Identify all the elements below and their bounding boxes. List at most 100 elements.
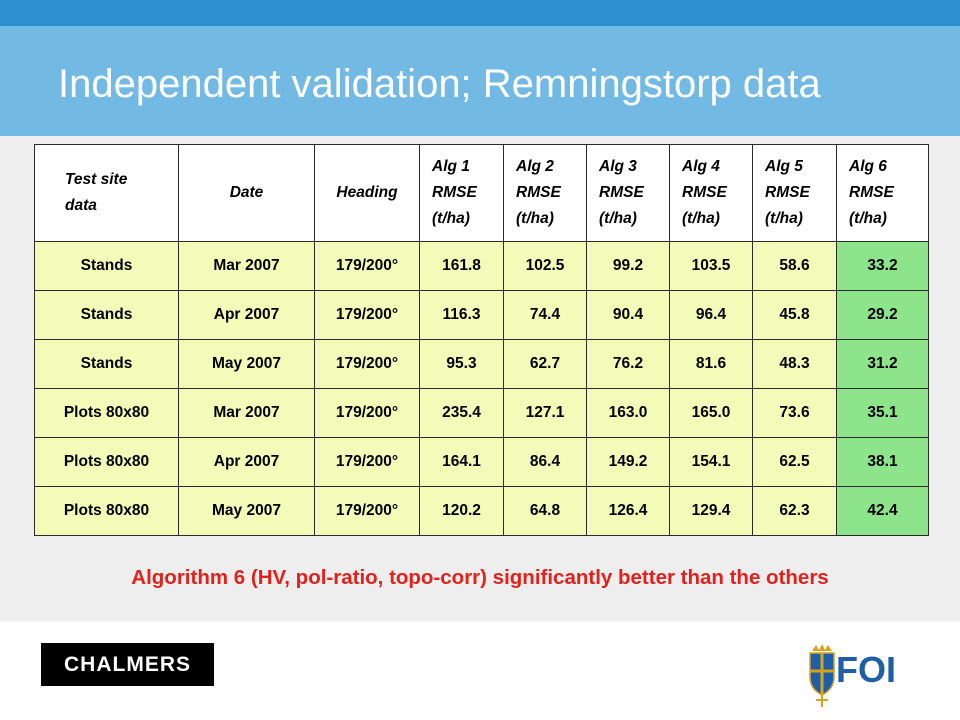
top-accent-bar	[0, 0, 960, 26]
table-cell: 74.4	[503, 290, 587, 340]
chalmers-logo: CHALMERS	[41, 643, 214, 686]
header-line: (t/ha)	[432, 210, 470, 227]
table-cell: 62.3	[752, 486, 837, 536]
best-value-cell: 29.2	[836, 290, 929, 340]
header-cell: Alg 2 RMSE (t/ha)	[503, 144, 587, 242]
header-line: RMSE	[682, 184, 727, 201]
table-row: Stands May 2007 179/200° 95.3 62.7 76.2 81.6 48…	[34, 339, 929, 389]
header-line: Alg 3	[599, 158, 637, 175]
table-cell: Stands	[34, 241, 179, 291]
best-value-cell: 35.1	[836, 388, 929, 438]
header-line: Alg 6	[849, 158, 887, 175]
table-cell: Plots 80x80	[34, 388, 179, 438]
conclusion-text: Algorithm 6 (HV, pol-ratio, topo-corr) s…	[131, 566, 829, 589]
table-body: Stands Mar 2007 179/200° 161.8 102.5 99.2 103.…	[34, 241, 929, 536]
table-row: Plots 80x80 Mar 2007 179/200° 235.4 127.1 163…	[34, 388, 929, 438]
table-cell: May 2007	[178, 339, 315, 389]
table-cell: 149.2	[586, 437, 670, 487]
foi-logo-text: FOI	[836, 649, 896, 690]
header-row: Test site data Date Heading Alg 1 RMSE (t/ha) A…	[34, 144, 929, 242]
table-cell: 116.3	[419, 290, 504, 340]
table-cell: 95.3	[419, 339, 504, 389]
table-row: Plots 80x80 Apr 2007 179/200° 164.1 86.4 149.…	[34, 437, 929, 487]
table-cell: 129.4	[669, 486, 753, 536]
table-header: Test site data Date Heading Alg 1 RMSE (t/ha) A…	[34, 144, 929, 242]
table-cell: Plots 80x80	[34, 437, 179, 487]
table-cell: 154.1	[669, 437, 753, 487]
table-cell: 120.2	[419, 486, 504, 536]
title-band	[0, 26, 960, 136]
slide-title: Independent validation; Remningstorp dat…	[58, 62, 821, 106]
header-line: Alg 4	[682, 158, 720, 175]
header-line: (t/ha)	[516, 210, 554, 227]
foi-crest-icon	[809, 644, 835, 707]
best-value-cell: 42.4	[836, 486, 929, 536]
table-cell: 179/200°	[314, 339, 420, 389]
table-cell: 179/200°	[314, 241, 420, 291]
header-cell: Alg 4 RMSE (t/ha)	[669, 144, 753, 242]
header-cell: Alg 1 RMSE (t/ha)	[419, 144, 504, 242]
header-line: RMSE	[765, 184, 810, 201]
table-cell: 86.4	[503, 437, 587, 487]
header-line: Test site	[65, 171, 128, 188]
table-row: Plots 80x80 May 2007 179/200° 120.2 64.8 126.…	[34, 486, 929, 536]
best-value-cell: 31.2	[836, 339, 929, 389]
table-cell: 58.6	[752, 241, 837, 291]
header-line: Date	[229, 184, 264, 201]
table-cell: 164.1	[419, 437, 504, 487]
header-cell: Alg 5 RMSE (t/ha)	[752, 144, 837, 242]
header-line: (t/ha)	[599, 210, 637, 227]
rmse-table: Test site data Date Heading Alg 1 RMSE (t/ha) A…	[34, 144, 929, 536]
header-line: Alg 5	[765, 158, 803, 175]
table-cell: 165.0	[669, 388, 753, 438]
table-row: Stands Mar 2007 179/200° 161.8 102.5 99.2 103.…	[34, 241, 929, 291]
header-cell: Heading	[314, 144, 420, 242]
header-cell: Alg 3 RMSE (t/ha)	[586, 144, 670, 242]
table-cell: 102.5	[503, 241, 587, 291]
table-cell: 81.6	[669, 339, 753, 389]
header-cell: Alg 6 RMSE (t/ha)	[836, 144, 929, 242]
table-cell: Mar 2007	[178, 388, 315, 438]
header-line: RMSE	[516, 184, 561, 201]
header-cell: Date	[178, 144, 315, 242]
table-cell: Stands	[34, 290, 179, 340]
table-cell: 64.8	[503, 486, 587, 536]
header-line: (t/ha)	[682, 210, 720, 227]
table-cell: Apr 2007	[178, 437, 315, 487]
table-cell: 179/200°	[314, 486, 420, 536]
table-cell: 73.6	[752, 388, 837, 438]
table-cell: 127.1	[503, 388, 587, 438]
table-cell: Plots 80x80	[34, 486, 179, 536]
header-line: data	[65, 197, 97, 214]
table-cell: 126.4	[586, 486, 670, 536]
best-value-cell: 33.2	[836, 241, 929, 291]
table-cell: Mar 2007	[178, 241, 315, 291]
header-line: (t/ha)	[849, 210, 887, 227]
table-cell: 45.8	[752, 290, 837, 340]
table-cell: 48.3	[752, 339, 837, 389]
table-cell: 99.2	[586, 241, 670, 291]
header-line: Heading	[336, 184, 398, 201]
header-line: (t/ha)	[765, 210, 803, 227]
header-line: Alg 2	[516, 158, 554, 175]
table-cell: Apr 2007	[178, 290, 315, 340]
table-cell: 163.0	[586, 388, 670, 438]
header-line: RMSE	[849, 184, 894, 201]
table-cell: 62.5	[752, 437, 837, 487]
header-line: RMSE	[599, 184, 644, 201]
best-value-cell: 38.1	[836, 437, 929, 487]
table-cell: 96.4	[669, 290, 753, 340]
table-cell: 76.2	[586, 339, 670, 389]
header-cell: Test site data	[34, 144, 179, 242]
table-cell: 161.8	[419, 241, 504, 291]
table-cell: 62.7	[503, 339, 587, 389]
table-row: Stands Apr 2007 179/200° 116.3 74.4 90.4 96.4 4…	[34, 290, 929, 340]
table-cell: 179/200°	[314, 437, 420, 487]
header-line: Alg 1	[432, 158, 470, 175]
table-cell: Stands	[34, 339, 179, 389]
table-cell: May 2007	[178, 486, 315, 536]
table-cell: 235.4	[419, 388, 504, 438]
header-line: RMSE	[432, 184, 477, 201]
table-cell: 103.5	[669, 241, 753, 291]
table-cell: 90.4	[586, 290, 670, 340]
